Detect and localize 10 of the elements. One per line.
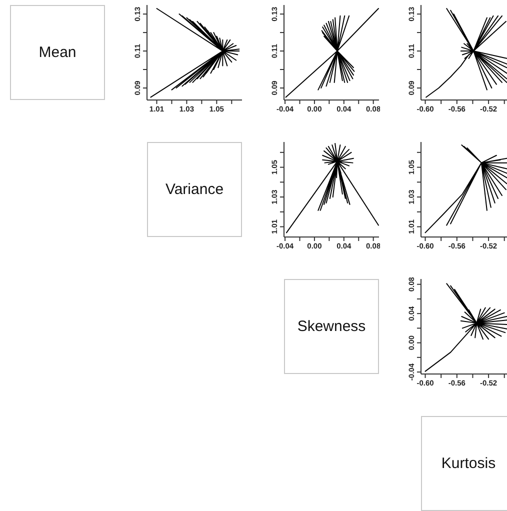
line-series (285, 8, 379, 98)
text: Mean (38, 44, 76, 61)
text: Skewness (297, 318, 366, 335)
line-series (424, 144, 507, 234)
line-series (150, 8, 240, 98)
text: Variance (165, 181, 224, 198)
line-series (286, 142, 379, 234)
line-series (426, 8, 507, 98)
line-series (424, 283, 507, 372)
text: Kurtosis (441, 455, 496, 472)
